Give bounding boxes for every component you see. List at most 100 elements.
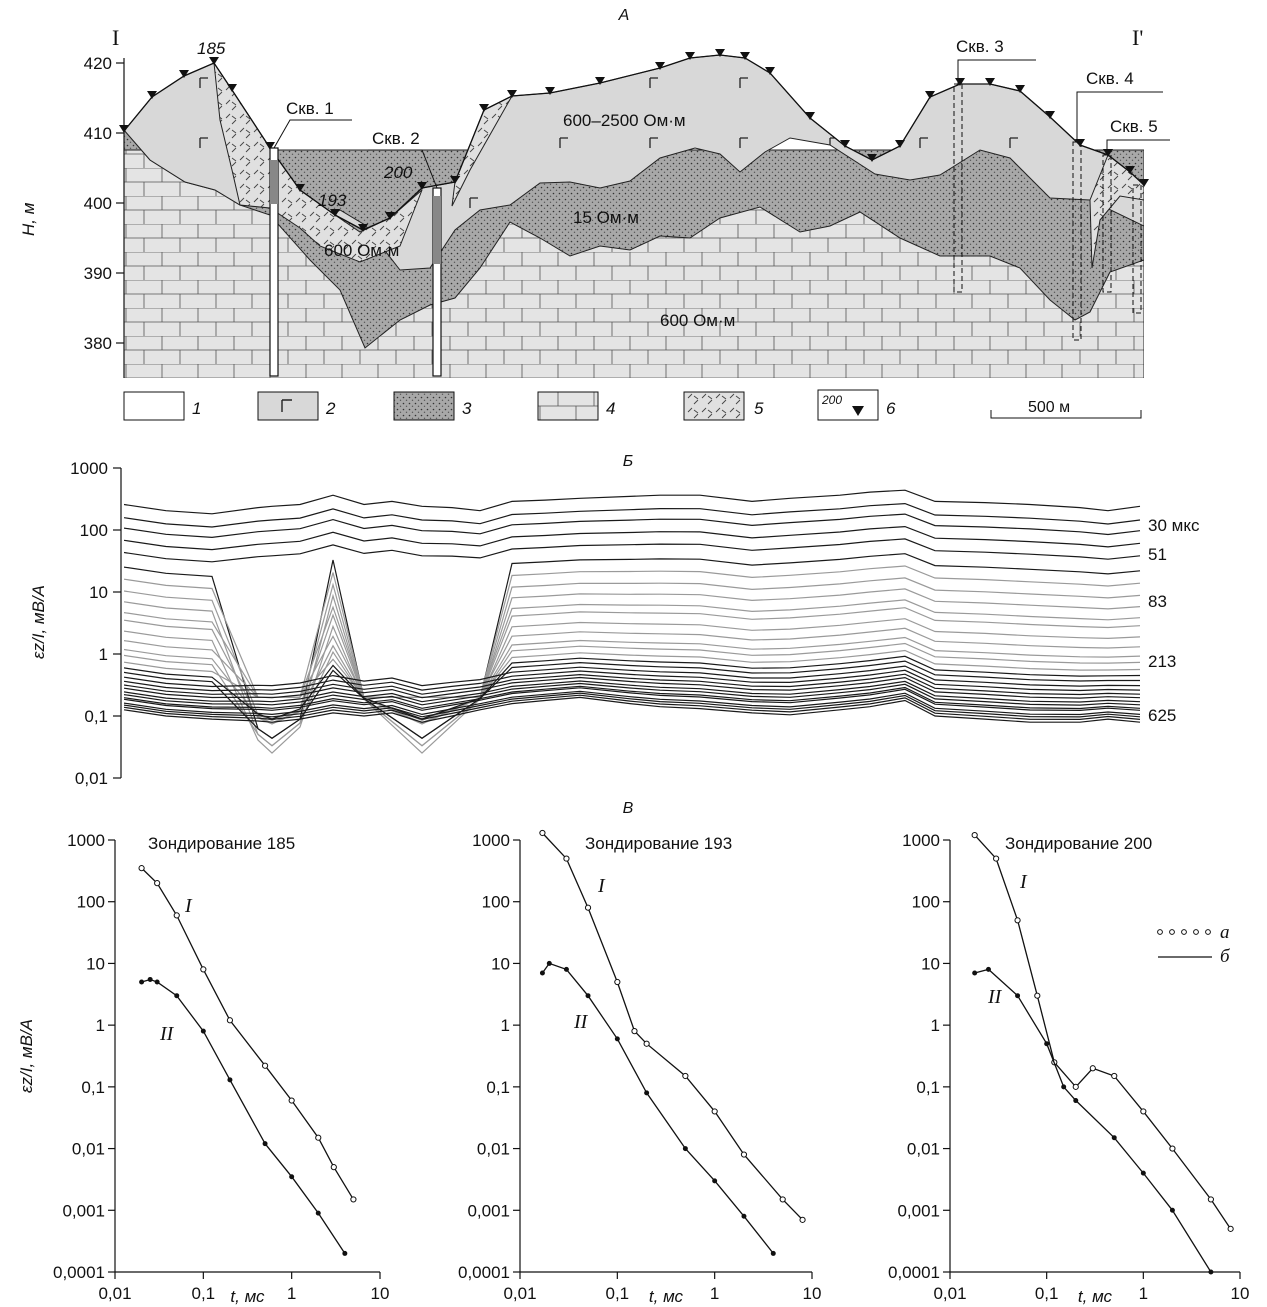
y-tick-label: 0,0001 xyxy=(53,1263,105,1282)
legend-section: 1 2 3 4 5 200 6 500 м xyxy=(123,389,1142,421)
y-tick-label: 1 xyxy=(931,1016,940,1035)
decay-curve-21 xyxy=(124,673,1141,696)
sounding-185-plot: 1000 100 10 1 0,1 0,01 0,001 0,0001 0,01 0,1 1 10 t,… xyxy=(17,831,389,1306)
station-marker xyxy=(385,212,395,220)
x-tick-label: 0,01 xyxy=(98,1284,131,1303)
well-4: Скв. 4 xyxy=(1072,69,1163,341)
data-point xyxy=(226,1017,234,1024)
x-axis-label: t, мс xyxy=(649,1287,684,1306)
panel-c-y-label: εz/I, мВ/А xyxy=(17,1019,36,1093)
station-marker xyxy=(685,52,695,60)
data-point xyxy=(139,979,145,985)
sounding-200-plot: 1000 100 10 1 0,1 0,01 0,001 0,0001 0,01 0,1 1 10 t,… xyxy=(888,831,1249,1306)
model-curve-I xyxy=(974,834,1232,1230)
data-point xyxy=(330,1164,337,1171)
data-point xyxy=(682,1146,688,1152)
plot-title: Зондирование 185 xyxy=(148,834,295,853)
resistivity-cover-label: 600–2500 Ом·м xyxy=(563,111,686,130)
station-marker xyxy=(595,77,605,85)
sounding-185-label: 185 xyxy=(197,39,226,58)
data-point xyxy=(584,904,592,911)
panel-b-y-tick-label: 10 xyxy=(89,583,108,602)
resistivity-conductive-label: 15 Ом·м xyxy=(573,208,639,227)
data-point xyxy=(200,1028,206,1034)
section-body xyxy=(124,54,1144,378)
station-marker xyxy=(840,140,850,148)
station-marker xyxy=(227,84,237,92)
station-marker xyxy=(147,91,157,99)
section-start-label: I xyxy=(112,25,119,50)
data-point xyxy=(1034,992,1041,999)
legend-item-5-number: 5 xyxy=(754,399,764,418)
legend-item-2-number: 2 xyxy=(325,399,336,418)
decay-curve-2 xyxy=(124,502,1141,528)
station-marker xyxy=(805,112,815,120)
panel-b-y-tick-label: 100 xyxy=(80,521,108,540)
legend-dot xyxy=(1157,929,1163,935)
well-4-label: Скв. 4 xyxy=(1086,69,1134,88)
x-tick-label: 10 xyxy=(803,1284,822,1303)
y-tick-label: 0,01 xyxy=(72,1140,105,1159)
data-point xyxy=(1169,1207,1175,1213)
y-tick-label: 100 xyxy=(482,893,510,912)
data-point xyxy=(741,1213,747,1219)
data-point xyxy=(227,1077,233,1083)
data-point xyxy=(585,993,591,999)
well-2-label: Скв. 2 xyxy=(372,129,420,148)
sounding-200-label: 200 xyxy=(383,163,413,182)
curve-label-213: 213 xyxy=(1148,652,1176,671)
legend-dot xyxy=(1205,929,1211,935)
decay-curve-16 xyxy=(124,649,1141,698)
panel-a-y-label: H, м xyxy=(19,202,38,236)
legend-v: а б xyxy=(1157,922,1231,967)
legend-item-3-number: 3 xyxy=(462,399,472,418)
well-3-label: Скв. 3 xyxy=(956,37,1004,56)
station-marker xyxy=(867,154,877,162)
y-tick-label: 0,0001 xyxy=(458,1263,510,1282)
station-marker xyxy=(295,184,305,192)
x-tick-label: 1 xyxy=(1139,1284,1148,1303)
station-marker xyxy=(545,87,555,95)
data-point xyxy=(1072,1083,1079,1090)
data-point xyxy=(262,1141,268,1147)
data-point xyxy=(1111,1135,1117,1141)
data-point xyxy=(173,912,180,919)
decay-curve-23 xyxy=(124,680,1141,703)
data-point xyxy=(563,966,569,972)
data-point xyxy=(350,1196,357,1203)
x-tick-label: 0,1 xyxy=(192,1284,216,1303)
data-point xyxy=(712,1178,718,1184)
station-marker xyxy=(358,224,368,232)
y-tick-label: 1000 xyxy=(902,831,940,850)
decay-curve-30 xyxy=(124,696,1141,723)
panel-a-y-ticks: 420 410 400 390 380 xyxy=(84,54,124,353)
curve-label-II: II xyxy=(573,1011,589,1033)
station-marker xyxy=(209,57,219,65)
panel-b-letter: Б xyxy=(623,453,633,470)
data-point xyxy=(174,993,180,999)
y-tick-label: 0,1 xyxy=(81,1078,105,1097)
data-point xyxy=(315,1134,322,1141)
data-point xyxy=(1073,1098,1079,1104)
data-point xyxy=(1227,1225,1234,1232)
y-tick-label: 0,1 xyxy=(916,1078,940,1097)
decay-curve-5 xyxy=(124,538,1141,563)
y-tick-label: 0,01 xyxy=(477,1140,510,1159)
legend-item-6-sample: 200 xyxy=(821,393,842,407)
data-point xyxy=(539,970,545,976)
y-tick-label: 10 xyxy=(491,954,510,973)
station-marker xyxy=(985,78,995,86)
model-curve-II xyxy=(141,978,346,1254)
data-point xyxy=(563,855,570,862)
model-curve-II xyxy=(974,968,1212,1273)
decay-curve-28 xyxy=(124,692,1141,718)
data-point xyxy=(631,1028,638,1035)
data-point xyxy=(1014,917,1021,924)
decay-curve-19 xyxy=(124,665,1141,688)
x-tick-label: 1 xyxy=(710,1284,719,1303)
y-tick-label: 1000 xyxy=(67,831,105,850)
station-marker xyxy=(765,67,775,75)
data-point xyxy=(644,1090,650,1096)
y-tick-label: 0,001 xyxy=(467,1201,510,1220)
